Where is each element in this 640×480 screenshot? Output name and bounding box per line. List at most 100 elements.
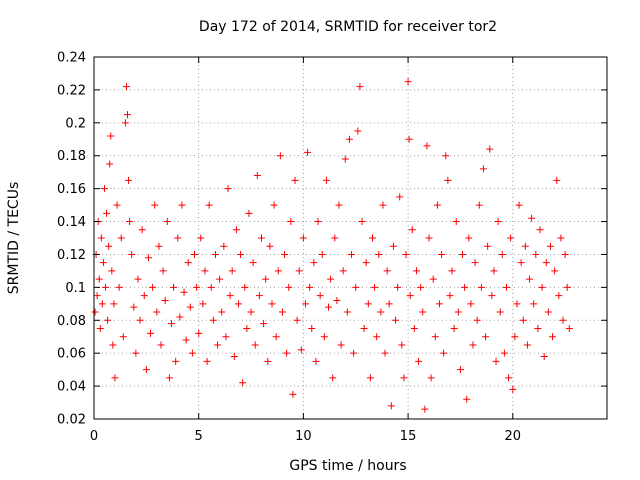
data-point (404, 78, 412, 86)
data-point (469, 341, 477, 349)
data-point (320, 333, 328, 341)
data-point (379, 201, 387, 209)
data-point (199, 300, 207, 308)
data-point (544, 308, 552, 316)
data-point (440, 349, 448, 357)
data-point (471, 259, 479, 267)
data-point (251, 341, 259, 349)
y-tick-label: 0.02 (57, 413, 86, 428)
data-point (327, 275, 335, 283)
data-point (95, 275, 103, 283)
data-point (389, 242, 397, 250)
data-point (387, 402, 395, 410)
data-point (383, 267, 391, 275)
data-point (115, 283, 123, 291)
data-point (130, 303, 138, 311)
data-point (431, 333, 439, 341)
data-point (100, 185, 108, 193)
data-point (329, 374, 337, 382)
y-tick-label: 0.04 (57, 380, 86, 395)
data-point (360, 325, 368, 332)
data-point (517, 259, 525, 267)
data-point (312, 357, 320, 365)
data-point (406, 292, 414, 300)
data-point (253, 171, 261, 179)
y-axis-title: SRMTID / TECUs (6, 182, 22, 295)
data-point (203, 357, 211, 365)
data-point (549, 333, 557, 341)
data-point (128, 250, 136, 258)
data-point (230, 352, 238, 360)
data-point (103, 209, 111, 217)
data-point (337, 341, 345, 349)
y-tick-label: 0.12 (57, 248, 86, 263)
data-point (308, 325, 316, 332)
chart-title: Day 172 of 2014, SRMTID for receiver tor… (199, 19, 497, 35)
data-point (463, 395, 471, 403)
data-point (172, 357, 180, 365)
data-point (502, 283, 510, 291)
data-point (559, 316, 567, 324)
data-point (325, 303, 333, 311)
data-point (295, 267, 303, 275)
data-point (144, 254, 152, 262)
data-point (304, 148, 312, 156)
x-tick-label: 0 (90, 429, 98, 444)
data-point (214, 341, 222, 349)
axis-ticks: 0.02 0.04 0.06 0.08 0.1 0.12 0.14 0.16 0.18 0.2 0.… (57, 51, 607, 444)
data-point (124, 111, 132, 119)
data-point (331, 234, 339, 242)
data-point (193, 283, 201, 291)
data-point (186, 303, 194, 311)
data-point (494, 218, 502, 226)
data-point (170, 283, 178, 291)
x-tick-label: 20 (505, 429, 522, 444)
data-point (335, 201, 343, 209)
data-point (205, 201, 213, 209)
data-point (446, 292, 454, 300)
y-tick-label: 0.1 (65, 281, 86, 296)
data-point (492, 357, 500, 365)
data-point (519, 316, 527, 324)
data-point (274, 267, 282, 275)
data-point (178, 201, 186, 209)
data-point (218, 308, 226, 316)
data-point (249, 259, 257, 267)
data-point (484, 242, 492, 250)
data-point (488, 292, 496, 300)
data-point (117, 234, 125, 242)
data-point (405, 135, 413, 143)
data-point (473, 316, 481, 324)
data-point (381, 349, 389, 357)
data-point (433, 201, 441, 209)
data-point (339, 267, 347, 275)
data-point (511, 333, 519, 341)
data-point (427, 374, 435, 382)
data-point (184, 259, 192, 267)
data-point (435, 300, 443, 308)
data-point (408, 226, 416, 234)
data-point (211, 250, 219, 258)
data-point (555, 292, 563, 300)
x-axis-title: GPS time / hours (289, 458, 406, 474)
data-point (209, 316, 217, 324)
data-point (509, 385, 517, 393)
data-point (348, 250, 356, 258)
data-point (159, 267, 167, 275)
data-point (448, 267, 456, 275)
data-point (293, 316, 301, 324)
data-point (456, 366, 464, 374)
data-point (109, 341, 117, 349)
data-point (546, 242, 554, 250)
x-tick-label: 15 (400, 429, 417, 444)
y-tick-label: 0.2 (65, 116, 86, 131)
data-point (352, 283, 360, 291)
data-point (216, 275, 224, 283)
data-point (142, 366, 150, 374)
data-point (165, 374, 173, 382)
data-point (477, 283, 485, 291)
data-point (197, 234, 205, 242)
data-point (425, 234, 433, 242)
data-point (354, 127, 362, 135)
